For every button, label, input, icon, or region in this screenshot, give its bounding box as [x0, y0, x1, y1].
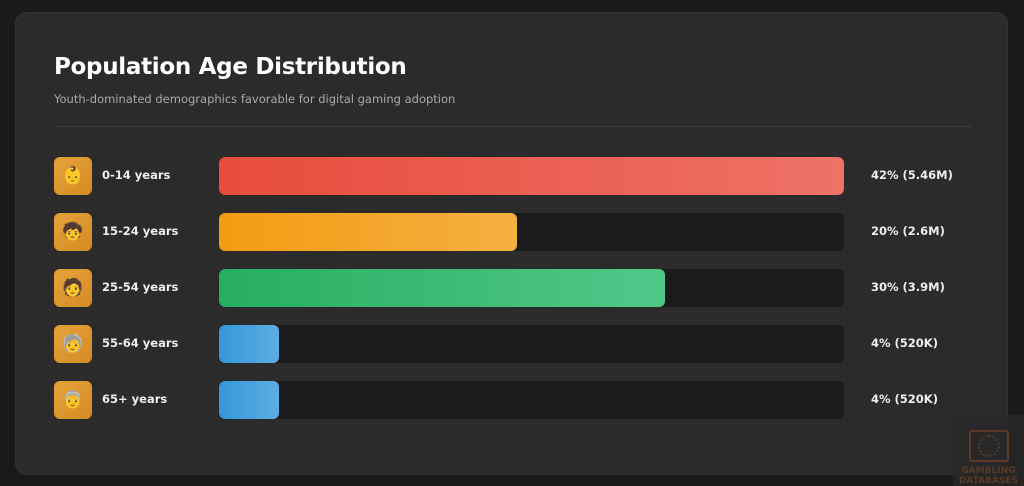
watermark-logo: GAMBLING DATABASES — [953, 415, 1024, 486]
bar-fill — [219, 213, 517, 251]
bar-value-label: 42% (5.46M) — [871, 168, 953, 182]
older-adult-icon: 🧓 — [54, 325, 92, 363]
age-group-label: 25-54 years — [102, 280, 179, 294]
age-group-label: 65+ years — [102, 392, 168, 406]
age-distribution-card: Population Age Distribution Youth-domina… — [15, 12, 1008, 475]
divider — [54, 126, 971, 127]
bar-value-label: 30% (3.9M) — [871, 280, 945, 294]
bar-track — [219, 213, 844, 251]
bar-fill — [219, 269, 666, 307]
bar-row: 🧒 15-24 years 20% (2.6M) — [54, 213, 954, 251]
bar-value-label: 4% (520K) — [871, 336, 938, 350]
baby-icon: 👶 — [54, 157, 92, 195]
age-group-label: 0-14 years — [102, 168, 171, 182]
adult-icon: 🧑 — [54, 269, 92, 307]
monitor-chip-icon — [968, 430, 1009, 462]
chart-title: Population Age Distribution — [54, 54, 407, 80]
bar-fill — [219, 325, 279, 363]
elderly-icon: 👵 — [54, 381, 92, 419]
bar-value-label: 20% (2.6M) — [871, 224, 945, 238]
bar-fill — [219, 381, 279, 419]
bar-track — [219, 325, 844, 363]
age-group-label: 55-64 years — [102, 336, 179, 350]
bar-track — [219, 269, 844, 307]
bar-row: 👵 65+ years 4% (520K) — [54, 381, 954, 419]
bar-value-label: 4% (520K) — [871, 392, 938, 406]
bar-row: 🧓 55-64 years 4% (520K) — [54, 325, 954, 363]
age-group-label: 15-24 years — [102, 224, 179, 238]
bar-row: 🧑 25-54 years 30% (3.9M) — [54, 269, 954, 307]
bar-track — [219, 157, 844, 195]
bar-row: 👶 0-14 years 42% (5.46M) — [54, 157, 954, 195]
bar-track — [219, 381, 844, 419]
watermark-text-line2: DATABASES — [958, 476, 1019, 486]
child-icon: 🧒 — [54, 213, 92, 251]
chart-subtitle: Youth-dominated demographics favorable f… — [54, 92, 456, 106]
bar-fill — [219, 157, 844, 195]
watermark-text-line1: GAMBLING — [961, 466, 1016, 476]
